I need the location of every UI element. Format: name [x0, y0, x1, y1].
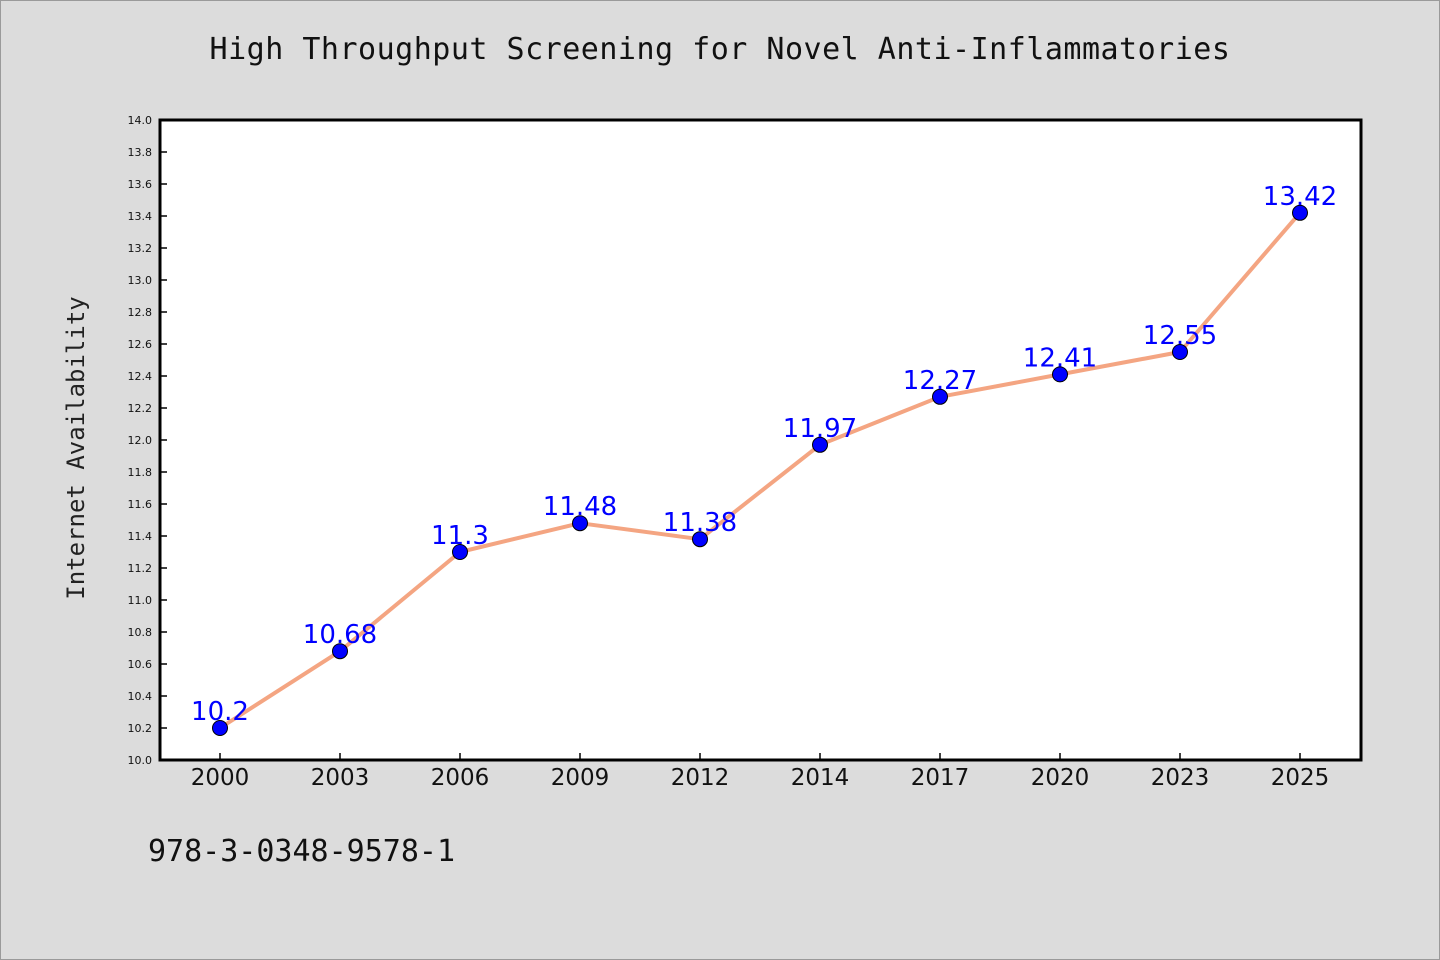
series-line: [218, 211, 1302, 730]
y-tick-label: 12.8: [128, 306, 153, 319]
data-label: 12.27: [903, 366, 977, 396]
x-tick-label: 2003: [311, 765, 370, 791]
x-tick-label: 2025: [1271, 765, 1330, 791]
data-label: 13.42: [1263, 182, 1337, 212]
x-tick-label: 2012: [671, 765, 730, 791]
data-point: [1172, 344, 1188, 360]
x-tick-label: 2009: [551, 765, 610, 791]
isbn-code: 978-3-0348-9578-1: [148, 834, 456, 869]
x-tick-label: 2023: [1151, 765, 1210, 791]
y-tick-label: 13.4: [128, 210, 153, 223]
plot-area: [158, 118, 1363, 762]
x-tick-label: 2000: [191, 765, 250, 791]
y-tick-label: 10.0: [128, 754, 153, 767]
y-tick-label: 12.0: [128, 434, 153, 447]
data-label: 12.55: [1143, 321, 1217, 351]
y-tick-label: 13.0: [128, 274, 153, 287]
data-point: [1052, 366, 1068, 383]
series-markers: [212, 204, 1308, 736]
y-tick-label: 13.6: [128, 178, 153, 191]
data-point: [452, 544, 468, 560]
y-axis-label: Internet Availability: [62, 296, 90, 599]
data-label: 11.48: [543, 492, 617, 522]
data-labels: 10.2 10.68 11.3 11.48 11.38 11.97 12.27 12.41 12…: [191, 182, 1337, 727]
y-tick-label: 10.2: [128, 722, 153, 735]
x-tick-label: 2017: [911, 765, 970, 791]
data-label: 10.2: [191, 697, 249, 727]
x-tick-label: 2014: [791, 765, 850, 791]
y-tick-label: 12.4: [128, 370, 153, 383]
y-tick-label: 11.6: [128, 498, 153, 511]
data-label: 11.97: [783, 414, 857, 444]
y-tick-label: 12.2: [128, 402, 153, 415]
y-tick-label: 13.2: [128, 242, 153, 255]
y-tick-label: 11.2: [128, 562, 153, 575]
y-tick-label: 13.8: [128, 146, 153, 159]
data-label: 11.38: [663, 508, 737, 538]
data-point: [932, 388, 948, 405]
x-tick-label: 2006: [431, 765, 490, 791]
data-label: 12.41: [1023, 343, 1097, 373]
y-tick-label: 10.6: [128, 658, 153, 671]
y-tick-label: 11.8: [128, 466, 153, 479]
x-tick-label: 2020: [1031, 765, 1090, 791]
x-axis-ticks: 2000 2003 2006 2009 2012 2014 2017 2020 2023 2025: [191, 753, 1330, 791]
data-point: [1292, 204, 1308, 221]
chart-title: High Throughput Screening for Novel Anti…: [209, 32, 1231, 67]
data-label: 10.68: [303, 620, 377, 650]
data-point: [332, 643, 348, 660]
y-tick-label: 12.6: [128, 338, 153, 351]
data-label: 11.3: [431, 521, 489, 551]
y-tick-label: 11.4: [128, 530, 153, 543]
data-point: [572, 515, 588, 532]
y-tick-label: 11.0: [128, 594, 153, 607]
y-tick-label: 14.0: [128, 114, 153, 127]
data-point: [212, 720, 228, 736]
y-tick-label: 10.4: [128, 690, 153, 703]
data-point: [812, 436, 828, 453]
y-axis-ticks: 10.0 10.2 10.4 10.6 10.8 11.0 11.2 11.4 11.6 11.8…: [128, 114, 167, 767]
y-tick-label: 10.8: [128, 626, 153, 639]
data-point: [692, 531, 708, 548]
